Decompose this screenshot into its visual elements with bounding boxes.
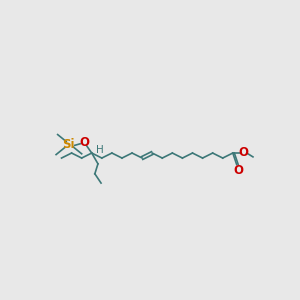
Text: H: H — [96, 145, 104, 155]
Text: O: O — [79, 136, 89, 149]
Text: Si: Si — [62, 138, 75, 151]
Text: O: O — [233, 164, 243, 177]
Text: O: O — [239, 146, 249, 159]
